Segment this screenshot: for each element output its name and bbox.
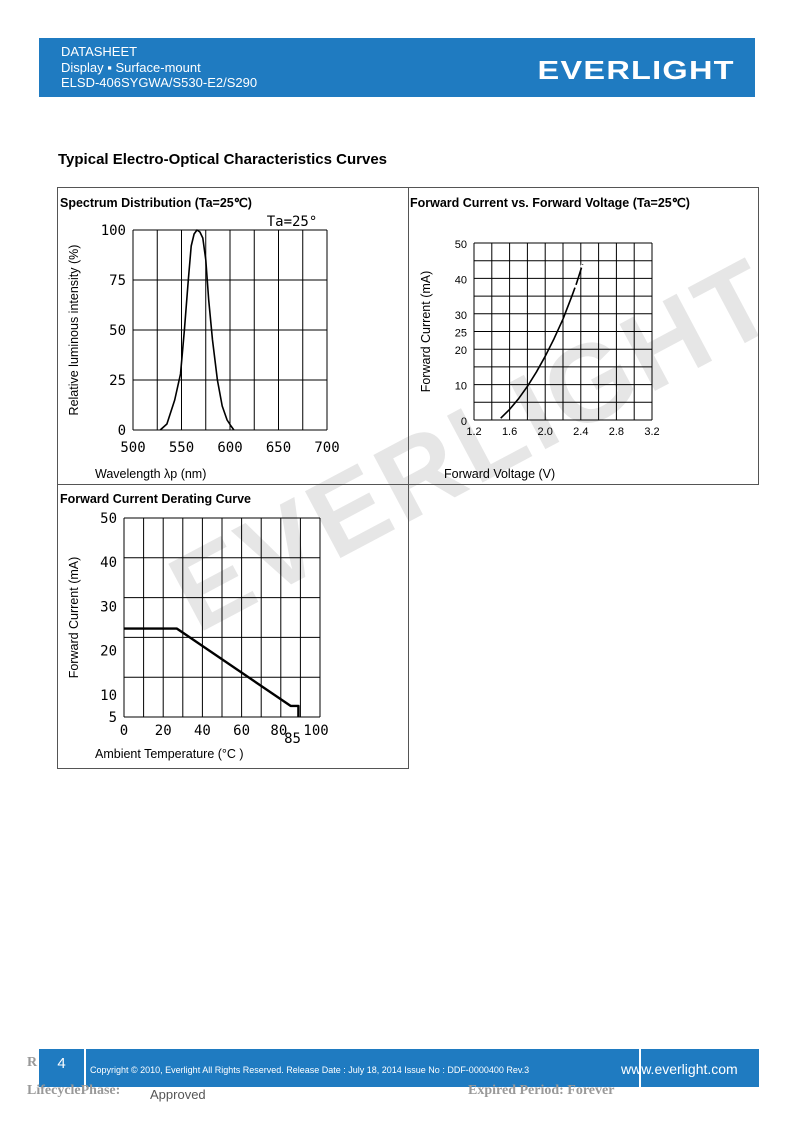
charts-table: Spectrum Distribution (Ta=25℃) Forward C… <box>57 187 759 769</box>
y-tick-label: 75 <box>109 273 126 289</box>
y-tick-label: 30 <box>100 599 117 615</box>
y-tick-label: 40 <box>455 274 467 286</box>
y-tick-label: 50 <box>455 239 467 251</box>
y-axis-label: Forward Current (mA) <box>67 557 81 679</box>
x-tick-label: 1.6 <box>502 426 517 438</box>
part-number: ELSD-406SYGWA/S530-E2/S290 <box>61 75 258 90</box>
x-tick-label: 500 <box>120 440 145 456</box>
x-tick-label: 2.4 <box>573 426 588 438</box>
x-tick-label: 2.8 <box>609 426 624 438</box>
y-tick-label: 25 <box>455 328 467 340</box>
series-line-0 <box>159 229 235 431</box>
doc-type: DATASHEET <box>61 44 138 59</box>
series-line-0 <box>124 627 300 717</box>
x-axis-label: Ambient Temperature (°C ) <box>95 747 244 761</box>
derating-chart-title: Forward Current Derating Curve <box>60 492 252 506</box>
page-number: 4 <box>57 1055 66 1072</box>
y-tick-label: 50 <box>100 511 117 527</box>
product-category: Display ▪ Surface-mount <box>61 59 201 75</box>
y-tick-label: 10 <box>455 381 467 393</box>
y-tick-label: 0 <box>118 423 126 439</box>
x-tick-label: 1.2 <box>466 426 481 438</box>
x-tick-label: 85 <box>284 731 301 747</box>
page-footer: 4 Copyright © 2010, Everlight All Rights… <box>39 1049 759 1087</box>
y-axis-label: Relative luminous intensity (%) <box>67 245 81 416</box>
x-tick-label: 700 <box>314 440 339 456</box>
website-link[interactable]: www.everlight.com <box>621 1061 738 1077</box>
y-tick-label: 0 <box>461 416 467 428</box>
x-tick-label: 650 <box>266 440 291 456</box>
x-tick-label: 20 <box>155 723 172 739</box>
lifecycle-value: Approved <box>150 1087 206 1102</box>
y-axis-label: Forward Current (mA) <box>419 271 433 393</box>
x-tick-label: 3.2 <box>644 426 659 438</box>
y-tick-label: 40 <box>100 555 117 571</box>
x-axis-label: Wavelength λp (nm) <box>95 467 206 481</box>
x-tick-label: 550 <box>169 440 194 456</box>
lifecycle-label: LifecyclePhase: <box>27 1083 121 1098</box>
x-tick-label: 80 <box>270 723 287 739</box>
page-header: DATASHEET Display ▪ Surface-mount ELSD-4… <box>39 38 755 97</box>
series-line-0 <box>500 263 584 419</box>
spectrum-chart-title: Spectrum Distribution (Ta=25℃) <box>60 196 252 210</box>
x-tick-label: 60 <box>233 723 250 739</box>
x-tick-label: 100 <box>303 723 328 739</box>
y-tick-label: 5 <box>109 710 117 726</box>
header-text: DATASHEET Display ▪ Surface-mount ELSD-4… <box>61 44 257 91</box>
x-axis-label: Forward Voltage (V) <box>444 467 555 481</box>
x-tick-label: 600 <box>217 440 242 456</box>
iv-chart-title: Forward Current vs. Forward Voltage (Ta=… <box>410 196 690 210</box>
y-tick-label: 20 <box>455 345 467 357</box>
x-tick-label: 2.0 <box>538 426 553 438</box>
y-tick-label: 20 <box>100 644 117 660</box>
expired-period: Expired Period: Forever <box>468 1083 615 1098</box>
section-title: Typical Electro-Optical Characteristics … <box>58 151 388 168</box>
copyright-text: Copyright © 2010, Everlight All Rights R… <box>90 1065 530 1075</box>
y-tick-label: 10 <box>100 688 117 704</box>
x-tick-label: 40 <box>194 723 211 739</box>
x-tick-label: 0 <box>120 723 128 739</box>
y-tick-label: 50 <box>109 323 126 339</box>
everlight-logo: EVERLIGHT <box>537 55 735 85</box>
y-tick-label: 100 <box>101 223 126 239</box>
ta-annotation: Ta=25° <box>267 214 318 230</box>
r-mark: R <box>27 1055 38 1070</box>
y-tick-label: 25 <box>109 373 126 389</box>
y-tick-label: 30 <box>455 310 467 322</box>
